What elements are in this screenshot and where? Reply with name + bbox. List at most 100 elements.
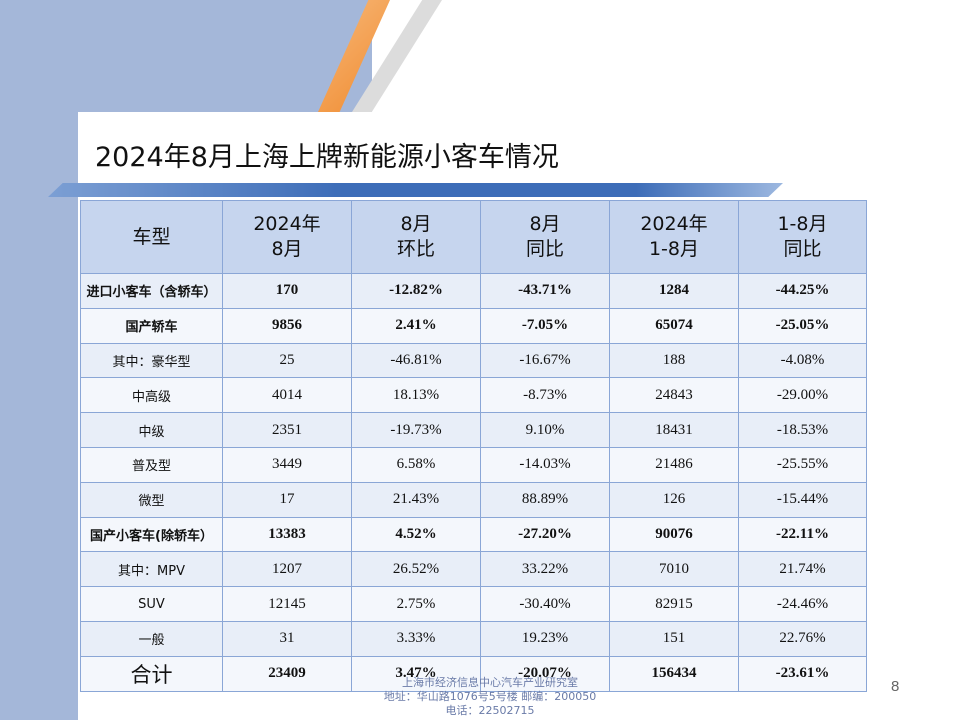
table-cell: 23409	[222, 655, 352, 692]
column-header-line: 2024年	[640, 213, 708, 235]
table-cell: 4.52%	[351, 516, 481, 553]
table-row: 其中：豪华型 25 -46.81% -16.67% 188 -4.08%	[80, 342, 867, 379]
footer-phone: 电话：22502715	[445, 704, 535, 717]
table-cell: -44.25%	[738, 273, 867, 309]
table-cell: 3449	[222, 446, 352, 483]
column-header-line: 环比	[396, 238, 435, 260]
data-table: 车型 2024年 8月 8月 环比 8月 同比 2024年 1-8月 1-8月 同比 进口小客车（含…	[80, 200, 867, 692]
column-header-line: 2024年	[253, 213, 321, 235]
table-cell: 90076	[609, 516, 739, 553]
title-underline-bar	[48, 183, 783, 197]
table-cell: 1284	[609, 273, 739, 309]
table-cell: -29.00%	[738, 377, 867, 414]
table-cell: 19.23%	[480, 620, 610, 657]
table-cell: -19.73%	[351, 412, 481, 448]
table-cell: -15.44%	[738, 481, 867, 518]
table-cell: 13383	[222, 516, 352, 553]
column-header: 8月 同比	[480, 200, 610, 274]
row-label: 一般	[80, 620, 223, 657]
column-header-line: 1-8月	[648, 238, 700, 260]
column-header-line: 同比	[783, 238, 822, 260]
table-row: SUV 12145 2.75% -30.40% 82915 -24.46%	[80, 586, 867, 622]
table-cell: -43.71%	[480, 273, 610, 309]
table-cell: 18.13%	[351, 377, 481, 414]
table-row: 国产小客车(除轿车） 13383 4.52% -27.20% 90076 -22.11%	[80, 516, 867, 553]
table-cell: 188	[609, 342, 739, 379]
table-cell: 156434	[609, 655, 739, 692]
table-cell: 26.52%	[351, 551, 481, 588]
table-cell: 7010	[609, 551, 739, 588]
row-label: 其中：MPV	[80, 551, 223, 588]
table-cell: -25.05%	[738, 307, 867, 344]
column-header-line: 8月	[400, 213, 432, 235]
table-cell: -12.82%	[351, 273, 481, 309]
table-cell: 82915	[609, 586, 739, 622]
table-cell: 151	[609, 620, 739, 657]
table-cell: -16.67%	[480, 342, 610, 379]
table-cell: 3.33%	[351, 620, 481, 657]
table-row: 微型 17 21.43% 88.89% 126 -15.44%	[80, 481, 867, 518]
table-row: 中高级 4014 18.13% -8.73% 24843 -29.00%	[80, 377, 867, 414]
table-row: 普及型 3449 6.58% -14.03% 21486 -25.55%	[80, 446, 867, 483]
table-cell: 18431	[609, 412, 739, 448]
table-cell: -46.81%	[351, 342, 481, 379]
table-cell: 2.75%	[351, 586, 481, 622]
table-cell: -24.46%	[738, 586, 867, 622]
column-header-line: 同比	[525, 238, 564, 260]
column-header-line: 1-8月	[777, 213, 828, 235]
table-cell: 170	[222, 273, 352, 309]
table-row: 其中：MPV 1207 26.52% 33.22% 7010 21.74%	[80, 551, 867, 588]
table-body: 进口小客车（含轿车） 170 -12.82% -43.71% 1284 -44.25% 国产…	[80, 273, 867, 692]
row-label: 进口小客车（含轿车）	[80, 273, 223, 309]
table-cell: 22.76%	[738, 620, 867, 657]
table-cell: -25.55%	[738, 446, 867, 483]
table-cell: 9856	[222, 307, 352, 344]
table-cell: 33.22%	[480, 551, 610, 588]
row-label: 其中：豪华型	[80, 342, 223, 379]
table-cell: 9.10%	[480, 412, 610, 448]
table-cell: 31	[222, 620, 352, 657]
table-cell: 24843	[609, 377, 739, 414]
table-row: 国产轿车 9856 2.41% -7.05% 65074 -25.05%	[80, 307, 867, 344]
background-left-panel	[0, 0, 78, 720]
table-row: 进口小客车（含轿车） 170 -12.82% -43.71% 1284 -44.25%	[80, 273, 867, 309]
table-row: 合计 23409 3.47% -20.07% 156434 -23.61%	[80, 655, 867, 692]
page-number: 8	[891, 678, 900, 695]
table-cell: 2351	[222, 412, 352, 448]
footer-address: 地址：华山路1076号5号楼 邮编：200050	[383, 690, 597, 703]
column-header: 2024年 1-8月	[609, 200, 739, 274]
table-cell: -23.61%	[738, 655, 867, 692]
table-cell: 25	[222, 342, 352, 379]
table-cell: 4014	[222, 377, 352, 414]
row-label: 中高级	[80, 377, 223, 414]
table-cell: 17	[222, 481, 352, 518]
table-cell: -22.11%	[738, 516, 867, 553]
footer-org: 上海市经济信息中心汽车产业研究室	[402, 676, 578, 689]
row-label: 中级	[80, 412, 223, 448]
column-header: 车型	[80, 200, 223, 274]
table-cell: -30.40%	[480, 586, 610, 622]
page-title: 2024年8月上海上牌新能源小客车情况	[95, 142, 559, 173]
table-cell: 126	[609, 481, 739, 518]
table-cell: -18.53%	[738, 412, 867, 448]
column-header: 8月环比	[351, 200, 481, 274]
column-header-line: 8月	[271, 238, 303, 260]
table-cell: -7.05%	[480, 307, 610, 344]
table-cell: -4.08%	[738, 342, 867, 379]
table-cell: 21486	[609, 446, 739, 483]
table-cell: 1207	[222, 551, 352, 588]
table-cell: -27.20%	[480, 516, 610, 553]
table-cell: 21.43%	[351, 481, 481, 518]
column-header-line: 车型	[132, 225, 171, 248]
table-cell: -8.73%	[480, 377, 610, 414]
row-label: SUV	[80, 586, 223, 622]
column-header: 2024年 8月	[222, 200, 352, 274]
table-cell: 12145	[222, 586, 352, 622]
row-label: 国产小客车(除轿车）	[80, 516, 223, 553]
footer: 上海市经济信息中心汽车产业研究室 地址：华山路1076号5号楼 邮编：20005…	[360, 676, 620, 718]
row-label: 微型	[80, 481, 223, 518]
table-cell: 65074	[609, 307, 739, 344]
table-cell: 2.41%	[351, 307, 481, 344]
row-label: 国产轿车	[80, 307, 223, 344]
row-label: 合计	[80, 655, 223, 692]
